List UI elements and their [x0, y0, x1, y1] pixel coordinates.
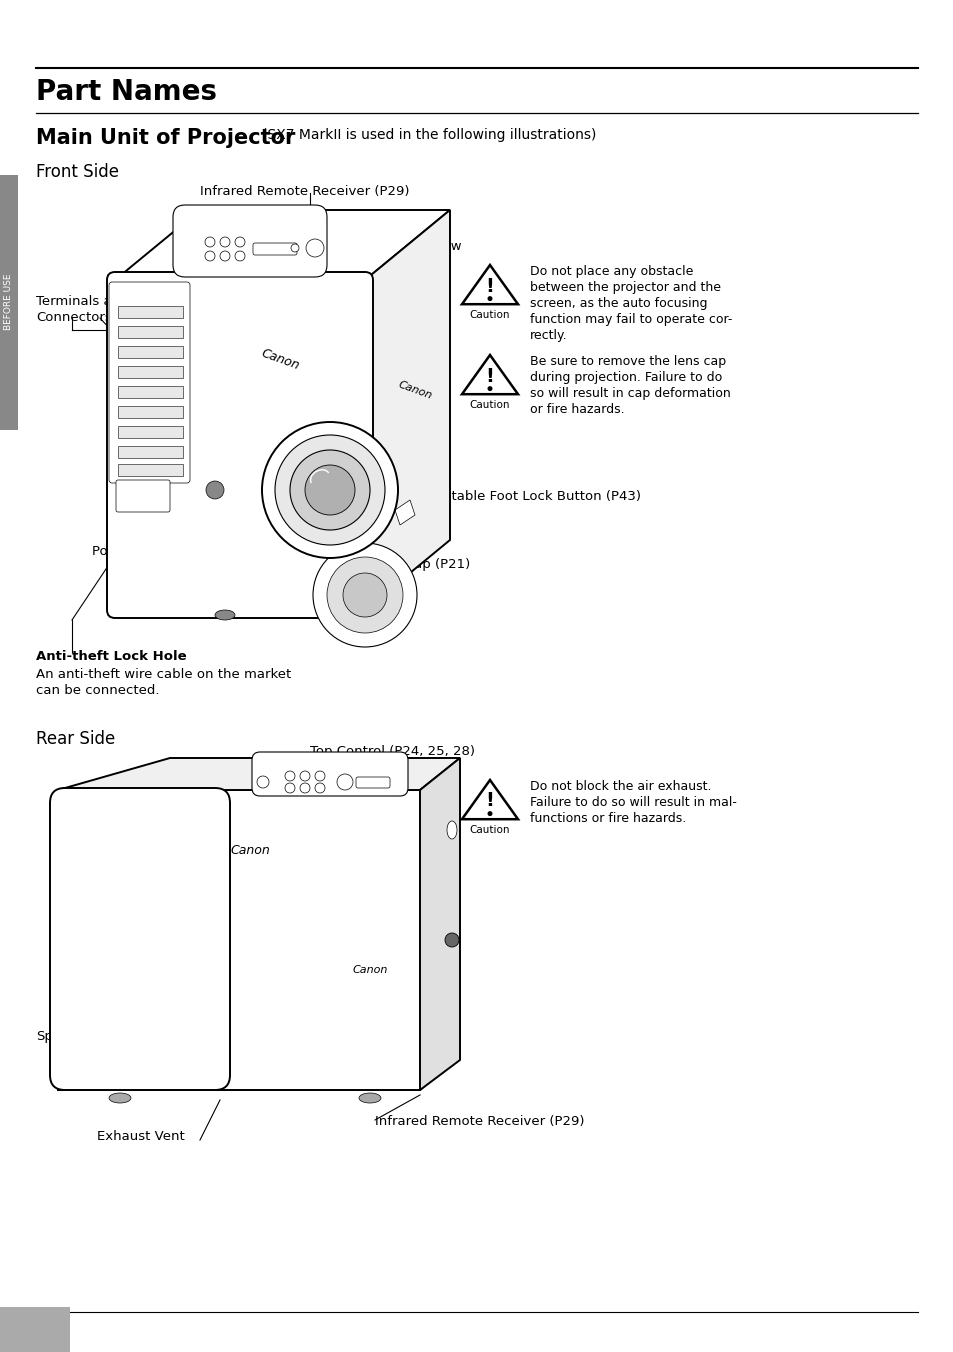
Polygon shape [419, 758, 459, 1090]
Polygon shape [115, 210, 450, 280]
Text: Part Names: Part Names [36, 78, 216, 105]
Text: (SX7 MarkII is used in the following illustrations): (SX7 MarkII is used in the following ill… [262, 128, 596, 142]
Text: BEFORE USE: BEFORE USE [5, 273, 13, 330]
Text: Adjustable Foot Lock Button (P43): Adjustable Foot Lock Button (P43) [415, 489, 640, 503]
Circle shape [205, 251, 214, 261]
Text: Main Unit of Projector: Main Unit of Projector [36, 128, 295, 147]
Text: Canon: Canon [352, 965, 387, 975]
Text: Lens: Lens [419, 456, 450, 468]
FancyBboxPatch shape [252, 752, 408, 796]
Polygon shape [461, 265, 517, 304]
Circle shape [313, 544, 416, 648]
FancyBboxPatch shape [116, 480, 170, 512]
Text: Ranging Window: Ranging Window [350, 241, 461, 253]
Circle shape [487, 811, 492, 817]
Bar [118, 306, 183, 318]
Circle shape [234, 237, 245, 247]
Circle shape [291, 243, 298, 251]
Ellipse shape [447, 821, 456, 840]
Text: !: ! [485, 366, 494, 385]
Text: Rear Side: Rear Side [36, 730, 115, 748]
Text: Power Cord Connector (P40): Power Cord Connector (P40) [91, 545, 280, 558]
Polygon shape [461, 780, 517, 819]
Circle shape [290, 450, 370, 530]
Circle shape [336, 773, 353, 790]
Bar [0, 174, 18, 430]
FancyBboxPatch shape [109, 283, 190, 483]
Text: Caution: Caution [469, 400, 510, 410]
Polygon shape [395, 500, 415, 525]
Text: Canon: Canon [230, 844, 270, 857]
Text: Be sure to remove the lens cap
during projection. Failure to do
so will result i: Be sure to remove the lens cap during pr… [530, 356, 730, 416]
Text: !: ! [485, 791, 494, 810]
Text: Canon: Canon [259, 347, 300, 373]
Circle shape [206, 481, 224, 499]
Circle shape [343, 573, 387, 617]
Text: Do not block the air exhaust.
Failure to do so will result in mal-
functions or : Do not block the air exhaust. Failure to… [530, 780, 736, 825]
Circle shape [285, 783, 294, 794]
Circle shape [285, 771, 294, 781]
Bar [118, 387, 183, 397]
Text: 22: 22 [20, 1340, 40, 1352]
Text: Front Side: Front Side [36, 164, 119, 181]
Text: Caution: Caution [469, 310, 510, 320]
Circle shape [262, 422, 397, 558]
FancyBboxPatch shape [253, 243, 296, 256]
Text: Infrared Remote Receiver (P29): Infrared Remote Receiver (P29) [375, 1115, 584, 1128]
Circle shape [256, 776, 269, 788]
Text: Speaker: Speaker [36, 1030, 91, 1042]
Circle shape [220, 251, 230, 261]
Text: Anti-theft Lock Hole: Anti-theft Lock Hole [36, 650, 187, 662]
Circle shape [327, 557, 402, 633]
Text: Caution: Caution [469, 825, 510, 834]
FancyBboxPatch shape [50, 788, 230, 1090]
Circle shape [274, 435, 385, 545]
Circle shape [299, 783, 310, 794]
FancyBboxPatch shape [107, 272, 373, 618]
Text: Canon: Canon [396, 380, 433, 400]
Bar [0, 1307, 70, 1352]
Text: Top Control (P24, 25, 28): Top Control (P24, 25, 28) [310, 745, 475, 758]
Circle shape [487, 296, 492, 301]
Ellipse shape [358, 1092, 380, 1103]
Bar [118, 446, 183, 458]
FancyBboxPatch shape [355, 777, 390, 788]
Text: An anti-theft wire cable on the market
can be connected.: An anti-theft wire cable on the market c… [36, 668, 291, 698]
Circle shape [306, 239, 324, 257]
Polygon shape [58, 758, 459, 790]
Text: Infrared Remote Receiver (P29): Infrared Remote Receiver (P29) [200, 185, 409, 197]
Ellipse shape [109, 1092, 131, 1103]
Circle shape [487, 387, 492, 391]
Bar [118, 326, 183, 338]
Polygon shape [365, 210, 450, 610]
Polygon shape [58, 790, 455, 1090]
Text: Terminals and
Connectors: Terminals and Connectors [36, 295, 129, 324]
Circle shape [220, 237, 230, 247]
Text: Do not place any obstacle
between the projector and the
screen, as the auto focu: Do not place any obstacle between the pr… [530, 265, 732, 342]
Bar [118, 426, 183, 438]
Circle shape [314, 783, 325, 794]
FancyBboxPatch shape [172, 206, 327, 277]
Circle shape [444, 933, 458, 946]
Circle shape [299, 771, 310, 781]
Bar [118, 366, 183, 379]
Bar [118, 346, 183, 358]
Text: Lens Cap (P21): Lens Cap (P21) [370, 558, 470, 571]
Text: !: ! [485, 277, 494, 296]
Bar [118, 464, 183, 476]
Polygon shape [461, 356, 517, 395]
Circle shape [205, 237, 214, 247]
Circle shape [314, 771, 325, 781]
Ellipse shape [214, 610, 234, 621]
Text: Exhaust Vent: Exhaust Vent [97, 1130, 185, 1142]
Bar [118, 406, 183, 418]
Circle shape [234, 251, 245, 261]
Circle shape [305, 465, 355, 515]
